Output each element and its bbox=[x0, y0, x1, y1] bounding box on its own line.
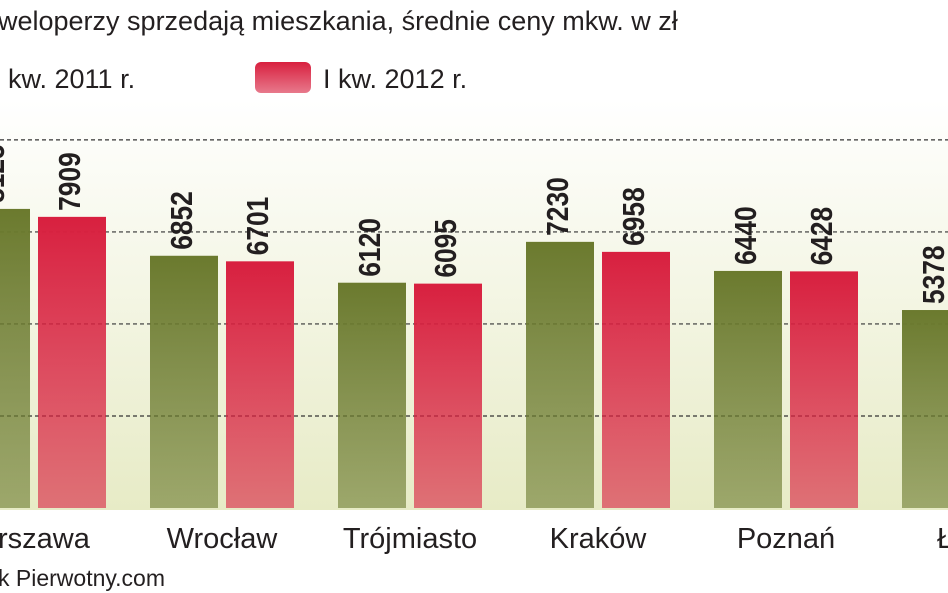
value-label: 7909 bbox=[53, 152, 87, 211]
legend-label: I kw. 2012 r. bbox=[323, 64, 467, 94]
x-tick-label: Trójmiasto bbox=[343, 523, 477, 555]
x-tick-label: Ł bbox=[937, 523, 948, 555]
bar bbox=[226, 261, 294, 508]
x-tick-label: Wrocław bbox=[167, 523, 279, 555]
value-label: 6428 bbox=[805, 207, 839, 266]
bar bbox=[526, 241, 594, 508]
bar bbox=[714, 270, 782, 508]
value-label: 5378 bbox=[917, 245, 948, 304]
value-label: 7230 bbox=[541, 177, 575, 236]
x-tick-label: Kraków bbox=[550, 523, 648, 555]
source: k Pierwotny.com bbox=[0, 565, 165, 591]
x-tick-label: rszawa bbox=[0, 523, 91, 555]
chart-title: weloperzy sprzedają mieszkania, średnie … bbox=[0, 6, 678, 36]
value-label: 6701 bbox=[241, 197, 275, 256]
value-label: 6958 bbox=[617, 187, 651, 246]
value-label: 6440 bbox=[729, 206, 763, 265]
x-tick-label: Poznań bbox=[737, 523, 835, 555]
bar bbox=[338, 282, 406, 508]
bar bbox=[38, 216, 106, 508]
bar bbox=[602, 251, 670, 508]
bar bbox=[902, 310, 948, 508]
bar bbox=[414, 283, 482, 508]
bar bbox=[150, 255, 218, 508]
bar bbox=[0, 208, 30, 508]
legend-swatch bbox=[255, 62, 311, 93]
legend-label: kw. 2011 r. bbox=[8, 64, 135, 94]
value-label: 6095 bbox=[429, 219, 463, 278]
bar bbox=[790, 271, 858, 508]
value-label: 8125 bbox=[0, 144, 12, 203]
value-label: 6120 bbox=[353, 218, 387, 277]
value-label: 6852 bbox=[165, 191, 199, 250]
